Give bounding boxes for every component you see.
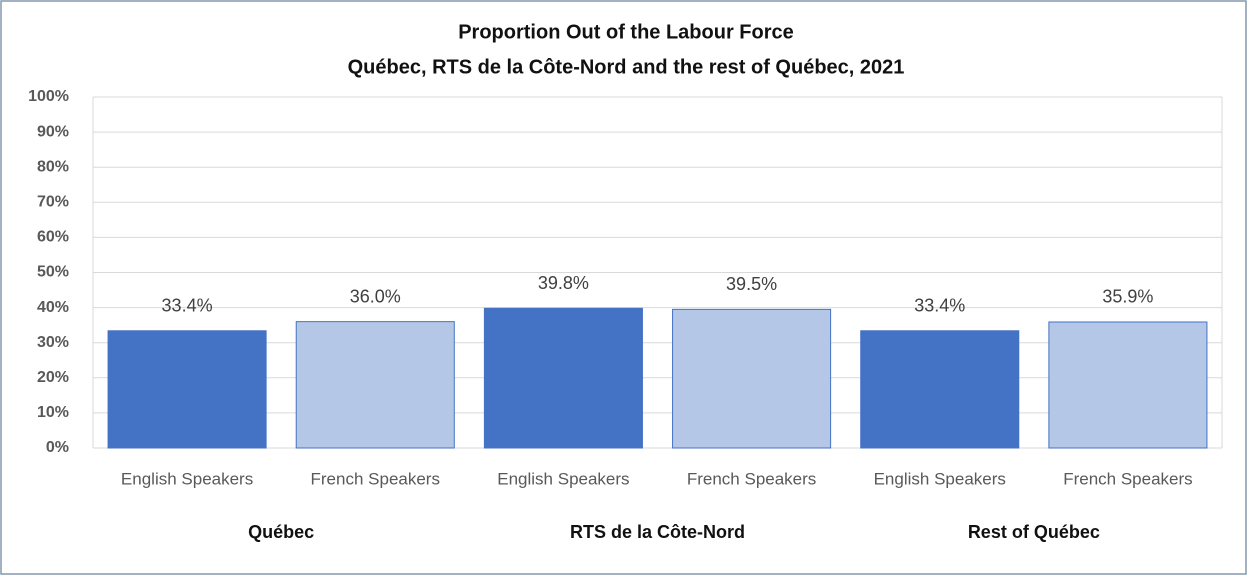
x-tick-label: English Speakers	[497, 469, 629, 488]
bar	[483, 307, 643, 449]
chart-subtitle: Québec, RTS de la Côte-Nord and the rest…	[348, 56, 905, 78]
data-label: 35.9%	[1102, 287, 1153, 307]
x-tick-label: English Speakers	[121, 469, 253, 488]
data-label: 39.5%	[726, 274, 777, 294]
x-tick-label: English Speakers	[874, 469, 1006, 488]
chart-title: Proportion Out of the Labour Force	[458, 21, 794, 43]
data-label: 36.0%	[350, 286, 401, 306]
y-tick-label: 0%	[46, 439, 69, 456]
x-tick-label: French Speakers	[311, 469, 440, 488]
y-tick-label: 90%	[37, 123, 69, 140]
group-label: Rest of Québec	[968, 522, 1100, 542]
bar	[860, 330, 1020, 449]
y-tick-label: 20%	[37, 369, 69, 386]
y-tick-label: 50%	[37, 264, 69, 281]
data-label: 33.4%	[914, 296, 965, 316]
y-tick-label: 100%	[28, 88, 69, 105]
y-tick-label: 80%	[37, 158, 69, 175]
data-label: 33.4%	[162, 296, 213, 316]
y-tick-label: 70%	[37, 194, 69, 211]
bar	[295, 321, 455, 449]
y-tick-label: 60%	[37, 229, 69, 246]
x-tick-label: French Speakers	[687, 469, 816, 488]
y-tick-label: 10%	[37, 404, 69, 421]
bar	[1048, 321, 1208, 449]
y-tick-label: 30%	[37, 334, 69, 351]
group-label: RTS de la Côte-Nord	[570, 522, 745, 542]
bar	[672, 308, 832, 449]
group-label: Québec	[248, 522, 314, 542]
y-tick-label: 40%	[37, 299, 69, 316]
x-tick-label: French Speakers	[1063, 469, 1192, 488]
data-label: 39.8%	[538, 273, 589, 293]
bar	[107, 330, 267, 449]
